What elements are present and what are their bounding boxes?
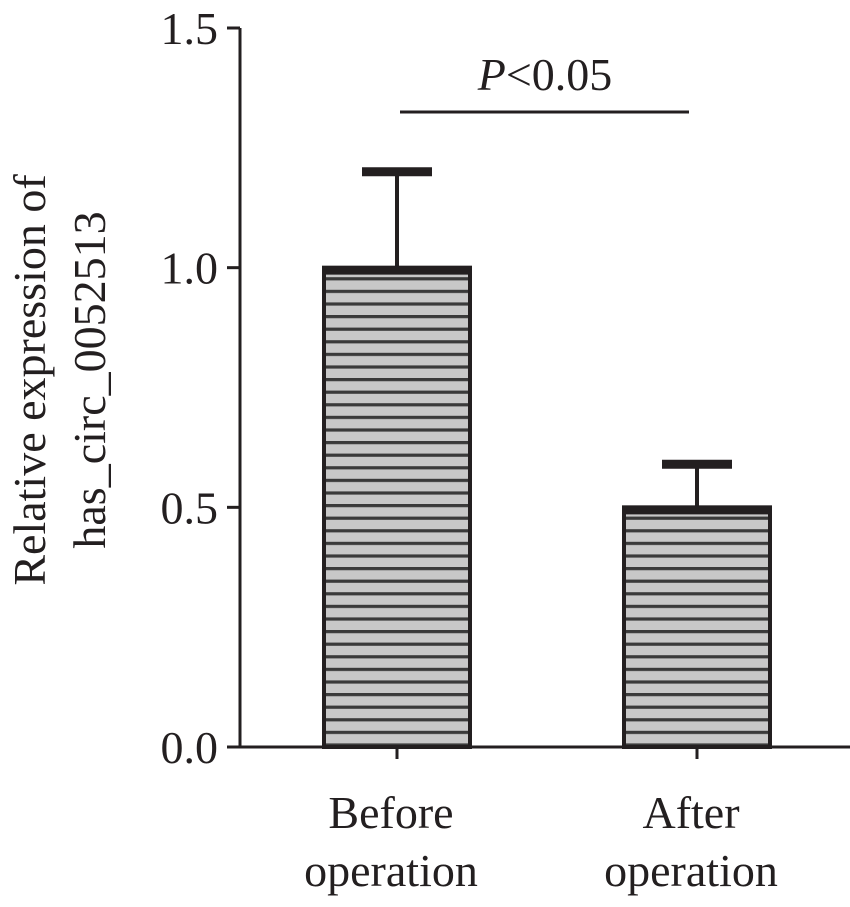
bar [622, 505, 772, 750]
labels: 0.0 0.5 1.0 1.5 Before operation After operatio… [4, 3, 778, 896]
y-tick-label: 1.5 [161, 3, 219, 54]
bar [322, 265, 472, 749]
y-axis-title: Relative expression of [4, 174, 55, 586]
x-category-label: operation [304, 845, 478, 896]
y-tick-label: 1.0 [161, 243, 219, 294]
y-axis-title: has_circ_0052513 [64, 211, 115, 548]
p-symbol: P [477, 49, 506, 100]
y-tick-label: 0.5 [161, 482, 219, 533]
x-category-label: Before [328, 787, 453, 838]
bars [322, 110, 772, 750]
y-tick-label: 0.0 [161, 722, 219, 773]
x-category-label: operation [604, 845, 778, 896]
p-threshold: <0.05 [506, 49, 612, 100]
x-category-label: After [642, 787, 739, 838]
significance-label: P<0.05 [477, 49, 613, 100]
